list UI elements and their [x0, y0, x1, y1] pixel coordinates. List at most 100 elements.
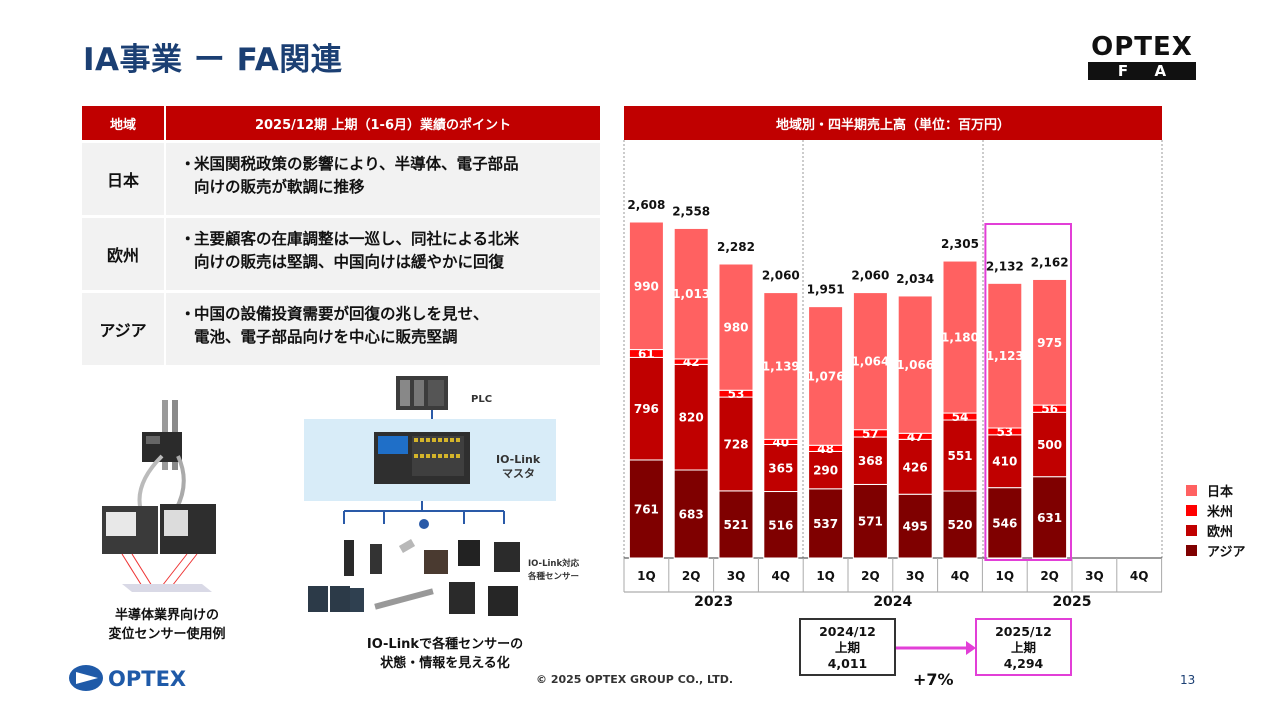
data-label: 365 [768, 462, 793, 476]
row-points: ・ 米国関税政策の影響により、半導体、電子部品 向けの販売が軟調に推移 [166, 143, 600, 215]
category-label: 4Q [951, 569, 970, 583]
year-label: 2023 [694, 594, 733, 610]
cur-half-label: 上期 [1010, 640, 1036, 655]
data-label: 1,066 [896, 358, 934, 372]
sensors-label-line1: IO-Link対応 [528, 558, 580, 569]
points-line2: 電池、電子部品向けを中心に販売堅調 [194, 328, 458, 346]
io-link-caption-line2: 状態・情報を見える化 [380, 656, 510, 671]
data-label: 728 [723, 437, 748, 451]
io-link-diagram: PLC IO-Link マスタ IO-Link対応 各種センサー [304, 376, 580, 616]
bar-segment [852, 292, 888, 431]
bar-segment [808, 488, 844, 559]
optex-logo: OPTEX [69, 665, 186, 691]
row-region: 日本 [82, 143, 166, 215]
cur-half-total-box: 2025/12 上期 4,294 [975, 618, 1072, 676]
data-label: 1,064 [851, 355, 889, 369]
header-points: 2025/12期 上期（1-6月）業績のポイント [254, 117, 512, 133]
displacement-sensor-image [102, 400, 216, 592]
data-label: 516 [768, 518, 793, 532]
data-label: 495 [903, 520, 928, 534]
total-label: 2,282 [717, 240, 755, 254]
data-label: 56 [1041, 402, 1058, 416]
data-label: 1,180 [941, 331, 979, 345]
legend-label: 米州 [1207, 504, 1234, 520]
legend-swatch [1186, 484, 1197, 496]
table-row: 欧州 ・ 主要顧客の在庫調整は一巡し、同社による北米 向けの販売は堅調、中国向け… [82, 218, 600, 290]
master-label-line1: IO-Link [496, 453, 541, 466]
bullet: ・ [180, 155, 196, 173]
legend-item-europe: 欧州 [1186, 520, 1245, 540]
data-label: 521 [723, 518, 748, 532]
sensor-caption-line2: 変位センサー使用例 [108, 627, 226, 642]
bar-segment [628, 459, 664, 559]
year-label: 2025 [1053, 594, 1092, 610]
data-label: 1,123 [986, 349, 1024, 363]
data-label: 537 [813, 517, 838, 531]
category-label: 3Q [1085, 569, 1104, 583]
cur-half-value: 4,294 [1003, 656, 1044, 671]
optex-fa-logo: OPTEX FA [1088, 34, 1196, 80]
row-region: 欧州 [82, 218, 166, 290]
legend-label: 日本 [1207, 484, 1234, 500]
data-label: 1,139 [762, 359, 800, 373]
data-label: 796 [634, 402, 659, 416]
category-label: 1Q [996, 569, 1015, 583]
data-label: 631 [1037, 511, 1062, 525]
bar-segment [673, 227, 709, 360]
category-label: 4Q [772, 569, 791, 583]
bar-segment [673, 469, 709, 559]
bar-segment [942, 419, 978, 492]
total-label: 2,034 [896, 272, 934, 286]
optex-fa-logo-bottom: FA [1088, 62, 1196, 80]
total-label: 2,558 [672, 204, 710, 218]
bar-segment [942, 260, 978, 414]
year-label: 2024 [873, 594, 912, 610]
bar-segment [1032, 278, 1068, 406]
legend-label: 欧州 [1207, 524, 1234, 540]
data-label: 990 [634, 279, 659, 293]
legend-swatch [1186, 544, 1197, 556]
copyright: © 2025 OPTEX GROUP CO., LTD. [536, 673, 734, 686]
optex-logo-text: OPTEX [108, 667, 186, 691]
sensor-caption-line1: 半導体業界向けの [114, 608, 219, 623]
data-label: 426 [903, 460, 928, 474]
data-label: 571 [858, 515, 883, 529]
legend-item-asia: アジア [1186, 540, 1245, 560]
points-line2: 向けの販売は堅調、中国向けは緩やかに回復 [194, 253, 505, 271]
bar-segment [808, 306, 844, 446]
category-label: 2Q [861, 569, 880, 583]
category-label: 2Q [682, 569, 701, 583]
category-label: 1Q [637, 569, 656, 583]
header-region: 地域 [82, 106, 166, 140]
optex-fa-logo-top: OPTEX [1091, 32, 1193, 62]
legend-swatch [1186, 524, 1197, 536]
page-number: 13 [1180, 673, 1196, 687]
category-label: 3Q [906, 569, 925, 583]
legend-swatch [1186, 504, 1197, 516]
bar-segment [897, 295, 933, 434]
bar-segment [987, 487, 1023, 559]
data-label: 761 [634, 502, 659, 516]
data-label: 368 [858, 454, 883, 468]
total-label: 2,305 [941, 237, 979, 251]
bar-segment [718, 396, 754, 492]
data-label: 546 [992, 516, 1017, 530]
prev-half-period: 2024/12 [819, 624, 876, 639]
plc-label: PLC [471, 394, 492, 405]
total-label: 2,060 [762, 269, 800, 283]
points-line2: 向けの販売が軟調に推移 [194, 178, 365, 196]
table-row: アジア ・ 中国の設備投資需要が回復の兆しを見せ、 電池、電子部品向けを中心に販… [82, 293, 600, 365]
data-label: 1,013 [672, 287, 710, 301]
bar-segment [1032, 411, 1068, 478]
bar-segment [763, 491, 799, 559]
bar-segment [628, 221, 664, 351]
page-title: IA事業 ー FA関連 [83, 42, 343, 78]
data-label: 410 [992, 455, 1017, 469]
row-region: アジア [82, 293, 166, 365]
category-label: 4Q [1130, 569, 1149, 583]
points-line1: 米国関税政策の影響により、半導体、電子部品 [194, 155, 519, 173]
data-label: 500 [1037, 438, 1062, 452]
total-label: 2,162 [1031, 255, 1069, 269]
prev-half-total-box: 2024/12 上期 4,011 [799, 618, 896, 676]
